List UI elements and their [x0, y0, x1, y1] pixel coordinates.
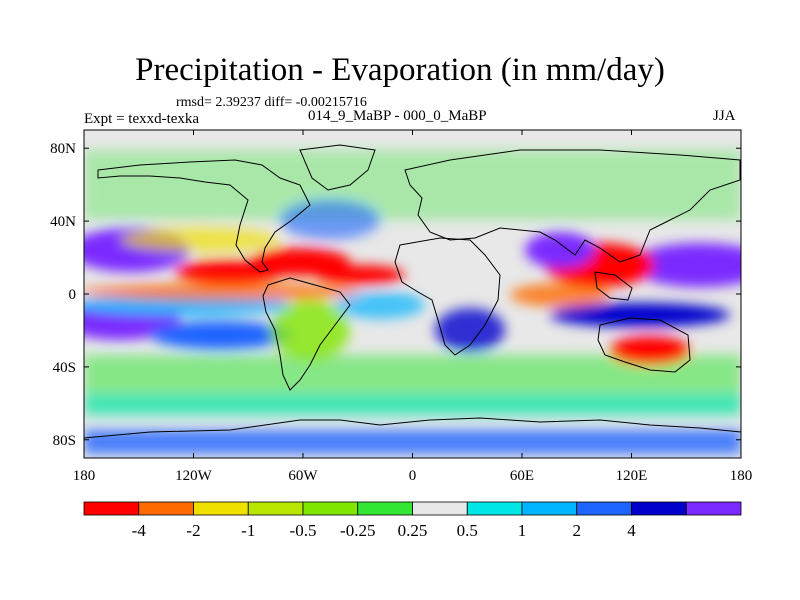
colorbar-swatch [247, 501, 304, 516]
experiment-label: Expt = texxd-texka [84, 111, 200, 127]
colorbar-label: 0.25 [398, 521, 428, 540]
field-patches [84, 150, 741, 454]
y-tick-label: 80N [50, 141, 76, 157]
field-patch [315, 265, 405, 285]
stats-label: rmsd= 2.39237 diff= -0.00215716 [176, 95, 367, 110]
field-patch [550, 303, 730, 327]
colorbar-swatch [685, 501, 742, 516]
colorbar-swatch [576, 501, 632, 516]
x-tick-label: 60W [288, 468, 318, 484]
colorbar-swatch [357, 501, 413, 516]
coastlines [84, 144, 741, 439]
colorbar-label: -0.5 [290, 521, 317, 540]
field-patch [270, 300, 350, 360]
colorbar-swatch [466, 501, 523, 516]
colorbar-swatch [412, 501, 468, 516]
colorbar-swatch [521, 501, 578, 516]
colorbar-swatch [83, 501, 140, 516]
south-america-outline [262, 277, 351, 391]
field-patch [84, 430, 741, 454]
field-patch [610, 336, 690, 364]
north-america-outline [97, 159, 311, 273]
colorbar-label: 0.5 [457, 521, 478, 540]
x-tick-label: 120E [616, 468, 648, 484]
chart-title: Precipitation - Evaporation (in mm/day) [135, 52, 665, 88]
axes: 180 120W 60W 0 60E 120E 180 80N 40N 0 40S 80S [50, 130, 752, 484]
season-label: JJA [713, 108, 736, 124]
field-patch [510, 283, 610, 307]
colorbar-label: 4 [627, 521, 636, 540]
field-patch [280, 200, 380, 240]
x-tick-label: 0 [409, 468, 417, 484]
greenland-outline [299, 144, 376, 191]
x-tick-label: 120W [175, 468, 213, 484]
se-asia-outline [594, 271, 633, 301]
x-tick-label: 60E [510, 468, 534, 484]
x-tick-label: 180 [730, 468, 753, 484]
field-patch [120, 228, 280, 252]
colorbar-swatch [193, 501, 249, 516]
africa-outline [394, 237, 501, 356]
australia-outline [597, 317, 691, 373]
field-patch [335, 291, 425, 319]
colorbar-swatch [138, 501, 194, 516]
eurasia-outline [404, 149, 741, 263]
colorbar-swatch [302, 501, 359, 516]
y-tick-label: 40N [50, 214, 76, 230]
field-patch [150, 321, 290, 349]
colorbar-label: -4 [132, 521, 147, 540]
colorbar-label: -2 [186, 521, 200, 540]
x-tick-label: 180 [73, 468, 96, 484]
colorbar-swatch [631, 501, 687, 516]
field-patch [630, 243, 741, 287]
colorbar-label: -1 [241, 521, 255, 540]
colorbar-label: -0.25 [340, 521, 375, 540]
antarctica-outline [84, 417, 741, 439]
case-label: 014_9_MaBP - 000_0_MaBP [308, 108, 487, 124]
field-patch [435, 308, 505, 352]
field-patch [525, 232, 595, 268]
field-patch [84, 150, 741, 220]
y-tick-label: 40S [53, 360, 76, 376]
field-patch [84, 283, 360, 301]
field-patch [84, 395, 741, 415]
y-tick-label: 0 [69, 287, 77, 303]
y-tick-label: 80S [53, 433, 76, 449]
colorbar-label: 2 [573, 521, 582, 540]
colorbar: -4 -2 -1 -0.5 -0.25 0.25 0.5 1 2 4 [83, 501, 742, 540]
colorbar-label: 1 [518, 521, 527, 540]
map-area [84, 130, 741, 458]
